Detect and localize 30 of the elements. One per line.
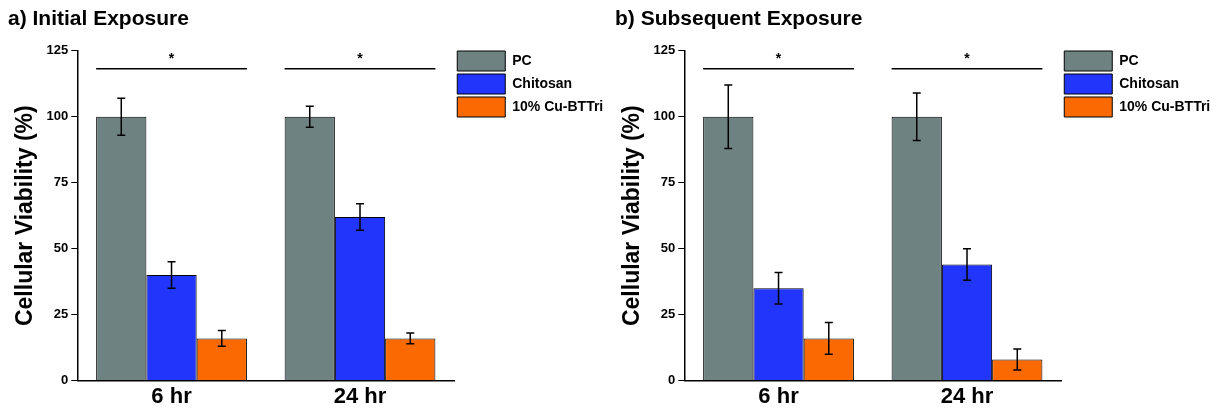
y-tick-label: 100 xyxy=(46,108,69,124)
y-tick-label: 50 xyxy=(53,240,69,256)
y-axis-title: Cellular Viability (%) xyxy=(618,105,645,327)
legend-label: 10% Cu-BTTri xyxy=(512,97,604,114)
legend-label: Chitosan xyxy=(512,74,573,91)
y-tick-label: 75 xyxy=(53,174,69,190)
annotation: * xyxy=(357,49,364,66)
y-tick-label: 25 xyxy=(660,306,676,322)
y-axis-title: Cellular Viability (%) xyxy=(11,105,38,327)
y-tick-label: 100 xyxy=(653,108,676,124)
y-tick-label: 125 xyxy=(46,42,69,58)
y-tick-label: 75 xyxy=(660,174,676,190)
y-tick-label: 25 xyxy=(53,306,69,322)
y-tick-label: 0 xyxy=(61,372,69,388)
x-tick-label: 6 hr xyxy=(758,382,800,408)
legend-label: PC xyxy=(1119,51,1139,68)
annotation: * xyxy=(964,49,971,66)
chart-title: b) Subsequent Exposure xyxy=(615,6,863,30)
x-tick-label: 6 hr xyxy=(151,382,193,408)
annotation: * xyxy=(775,49,782,66)
x-tick-label: 24 hr xyxy=(333,382,387,408)
chart-title: a) Initial Exposure xyxy=(8,6,189,30)
y-tick-label: 125 xyxy=(653,42,676,58)
x-tick-label: 24 hr xyxy=(940,382,994,408)
legend-label: PC xyxy=(512,51,532,68)
annotation: * xyxy=(168,49,175,66)
legend-label: Chitosan xyxy=(1119,74,1180,91)
y-tick-label: 0 xyxy=(668,372,676,388)
y-tick-label: 50 xyxy=(660,240,676,256)
legend-label: 10% Cu-BTTri xyxy=(1119,97,1211,114)
